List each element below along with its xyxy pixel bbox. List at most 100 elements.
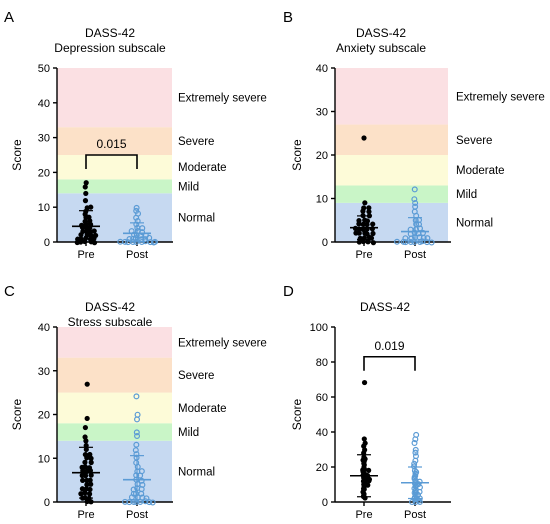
y-tick-label: 0 bbox=[44, 497, 50, 509]
y-tick-label: 40 bbox=[38, 322, 50, 334]
data-point-post bbox=[133, 393, 140, 400]
y-tick-label: 20 bbox=[316, 150, 328, 162]
data-point-post bbox=[419, 229, 426, 236]
y-tick-label: 40 bbox=[38, 98, 50, 110]
data-point-post bbox=[132, 447, 139, 454]
y-tick-label: 60 bbox=[316, 392, 328, 404]
panel-a: Normal Mild Moderate Severe Extremely severe… bbox=[4, 9, 267, 261]
data-point-post bbox=[133, 441, 140, 448]
data-point-pre bbox=[82, 451, 88, 458]
x-tick-label: Post bbox=[404, 249, 426, 261]
chart-title: DASS-42 bbox=[85, 300, 135, 314]
band-moderate bbox=[57, 392, 172, 424]
data-point-pre bbox=[79, 486, 85, 492]
data-point-pre bbox=[79, 464, 85, 470]
data-point-pre bbox=[86, 465, 93, 471]
data-point-post bbox=[413, 431, 420, 438]
data-point-post bbox=[133, 204, 140, 211]
data-point-post bbox=[139, 225, 146, 232]
x-tick-label: Post bbox=[126, 249, 148, 261]
band-normal bbox=[57, 193, 172, 242]
data-point-pre bbox=[88, 472, 94, 478]
data-point-post bbox=[411, 196, 418, 203]
data-point-pre bbox=[364, 231, 370, 237]
data-point-post bbox=[416, 478, 423, 485]
y-tick-label: 80 bbox=[316, 357, 328, 369]
band-label: Mild bbox=[178, 427, 199, 439]
band-label: Extremely severe bbox=[178, 93, 267, 105]
data-point-pre bbox=[80, 228, 86, 235]
y-tick-label: 10 bbox=[38, 202, 50, 214]
data-point-post bbox=[411, 186, 418, 193]
chart-title: DASS-42 bbox=[85, 26, 135, 40]
data-point-pre bbox=[356, 217, 362, 224]
band-severe bbox=[335, 124, 448, 155]
x-tick-label: Post bbox=[404, 509, 426, 521]
band-label: Moderate bbox=[456, 165, 505, 177]
data-point-post bbox=[149, 499, 156, 506]
data-point-pre bbox=[78, 222, 85, 228]
data-point-pre bbox=[83, 190, 89, 197]
y-axis-label: Score bbox=[10, 399, 24, 431]
chart-subtitle: Anxiety subscale bbox=[336, 41, 426, 55]
data-point-post bbox=[142, 498, 149, 505]
data-point-post bbox=[413, 221, 420, 228]
data-point-post bbox=[146, 499, 153, 506]
data-point-pre bbox=[365, 239, 371, 245]
band-mild bbox=[57, 179, 172, 194]
band-label: Moderate bbox=[178, 162, 227, 174]
data-point-pre bbox=[357, 235, 363, 241]
data-point-pre bbox=[370, 221, 376, 227]
x-tick-label: Pre bbox=[77, 249, 94, 261]
data-point-post bbox=[411, 460, 418, 467]
y-tick-label: 50 bbox=[38, 63, 50, 75]
data-point-post bbox=[133, 221, 140, 228]
data-point-post bbox=[412, 203, 419, 210]
data-point-pre bbox=[83, 180, 89, 186]
band-moderate bbox=[57, 155, 172, 180]
chart-title: DASS-42 bbox=[356, 26, 406, 40]
p-value-label: 0.015 bbox=[96, 137, 126, 151]
significance-bracket bbox=[363, 355, 416, 371]
band-label: Severe bbox=[456, 135, 492, 147]
data-point-pre bbox=[84, 381, 90, 387]
x-tick-label: Pre bbox=[77, 509, 94, 521]
data-point-post bbox=[152, 238, 159, 245]
data-point-pre bbox=[91, 228, 97, 234]
data-point-pre bbox=[78, 491, 84, 497]
data-point-post bbox=[411, 440, 418, 447]
data-point-pre bbox=[87, 477, 93, 483]
data-point-post bbox=[117, 238, 124, 245]
data-point-pre bbox=[82, 198, 89, 204]
band-normal bbox=[57, 440, 172, 502]
y-tick-label: 0 bbox=[44, 237, 50, 249]
x-tick-label: Pre bbox=[355, 249, 372, 261]
data-point-pre bbox=[82, 424, 88, 431]
data-point-pre bbox=[362, 200, 368, 206]
p-value-label: 0.019 bbox=[374, 339, 404, 353]
y-tick-label: 30 bbox=[38, 366, 50, 378]
data-point-pre bbox=[361, 379, 368, 386]
data-point-pre bbox=[361, 135, 367, 141]
panel-c: Normal Mild Moderate Severe Extremely severe… bbox=[4, 283, 267, 521]
y-tick-label: 0 bbox=[322, 497, 328, 509]
band-label: Moderate bbox=[178, 403, 227, 415]
data-point-pre bbox=[86, 214, 92, 220]
data-point-pre bbox=[82, 184, 88, 190]
y-tick-label: 0 bbox=[322, 237, 328, 249]
data-point-post bbox=[143, 495, 150, 502]
band-label: Severe bbox=[178, 370, 214, 382]
chart-subtitle: Depression subscale bbox=[54, 41, 166, 55]
data-point-pre bbox=[91, 240, 98, 246]
data-point-pre bbox=[366, 209, 372, 215]
band-moderate bbox=[335, 155, 448, 186]
data-point-post bbox=[133, 429, 140, 436]
data-point-pre bbox=[370, 230, 376, 237]
x-tick-label: Post bbox=[126, 509, 148, 521]
data-point-pre bbox=[87, 229, 93, 235]
data-point-post bbox=[138, 477, 145, 484]
panel-letter: B bbox=[283, 9, 293, 26]
panel-b: Normal Mild Moderate Severe Extremely severe… bbox=[283, 9, 545, 261]
band-label: Extremely severe bbox=[456, 91, 545, 103]
